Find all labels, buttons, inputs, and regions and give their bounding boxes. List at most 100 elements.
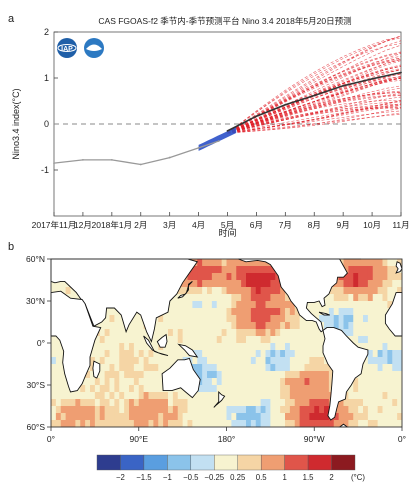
heat-cell [124,378,130,386]
panel-a-series [53,35,402,166]
heat-cell [270,322,276,330]
heat-cell [280,364,286,372]
heat-cell [304,343,310,351]
heat-cell [202,308,208,316]
heat-cell [348,287,354,295]
ensemble-member-line [227,35,402,134]
heat-cell [397,371,403,379]
heat-cell [299,329,305,337]
heat-cell [338,406,344,414]
heat-cell [104,357,110,365]
heat-cell [260,406,266,414]
heat-cell [397,350,403,358]
lat-tick-label: 0° [37,338,45,348]
heat-cell [119,364,125,372]
x-tick-label: 12月 [74,220,92,230]
heat-cell [304,371,310,379]
heat-cell [207,399,213,407]
heat-cell [353,336,359,344]
heat-cell [55,364,62,372]
heat-cell [216,343,223,351]
heat-cell [216,294,223,302]
heat-cell [324,385,330,393]
heat-cell [119,329,125,337]
heat-cell [197,287,203,295]
heat-cell [285,322,291,330]
heat-cell [372,385,379,393]
heat-cell [216,259,223,267]
heat-cell [382,420,388,428]
heat-cell [236,371,242,379]
heat-cell [270,329,276,337]
heat-cell [289,413,296,421]
heat-cell [104,385,110,393]
heat-cell [299,364,305,372]
heat-cell [294,371,301,379]
heat-cell [377,273,383,281]
heat-cell [255,287,262,295]
heat-cell [99,399,106,407]
heat-cell [104,399,110,407]
heat-cell [377,266,383,274]
heat-cell [328,315,335,323]
heat-cell [382,308,388,316]
heat-cell [70,413,76,421]
heat-cell [119,336,125,344]
heat-cell [397,364,403,372]
forecast-mean-point [342,84,345,87]
uk-land [395,261,403,274]
lat-tick-label: 30°S [26,380,45,390]
heat-cell [260,266,266,274]
forecast-mean-point [371,78,373,80]
heat-cell [246,371,252,379]
heat-cell [226,364,232,372]
iap-logo: IAP [57,38,77,58]
heat-cell [280,301,286,309]
heat-cell [202,385,208,393]
heat-cell [94,413,101,421]
heat-cell [387,399,393,407]
heat-cell [392,266,398,274]
heat-cell [129,343,135,351]
heat-cell [265,266,271,274]
heat-cell [221,273,227,281]
heat-cell [246,294,252,302]
heat-cell [324,315,330,323]
heat-cell [231,259,237,267]
heat-cell [343,259,349,267]
y-tick-label: 1 [44,73,49,83]
heat-cell [255,364,262,372]
heat-cell [90,413,96,421]
heat-cell [260,343,266,351]
heat-cell [80,399,86,407]
heat-cell [285,329,291,337]
heat-cell [387,357,393,365]
heat-cell [319,357,325,365]
heat-cell [289,392,296,400]
heat-cell [348,420,354,428]
heat-cell [382,266,388,274]
heat-cell [51,336,57,344]
heat-cell [158,371,164,379]
heat-cell [55,413,62,421]
heat-cell [207,364,213,372]
heat-cell [265,273,271,281]
heat-cell [358,287,364,295]
heat-cell [119,378,125,386]
heat-cell [129,413,135,421]
heat-cell [289,350,296,358]
heat-cell [221,378,227,386]
heat-cell [309,378,315,386]
heat-cell [338,322,344,330]
heat-cell [177,336,184,344]
colorbar-swatch [214,454,238,471]
heat-cell [187,413,193,421]
heat-cell [129,392,135,400]
heat-cell [114,371,120,379]
observed-point [168,156,171,159]
heat-cell [114,413,120,421]
heat-cell [168,343,174,351]
heat-cell [372,301,379,309]
heat-cell [260,322,266,330]
heat-cell [377,378,383,386]
